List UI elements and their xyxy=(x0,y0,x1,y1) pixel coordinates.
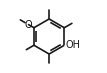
Text: O: O xyxy=(25,20,32,30)
Text: OH: OH xyxy=(65,40,80,50)
